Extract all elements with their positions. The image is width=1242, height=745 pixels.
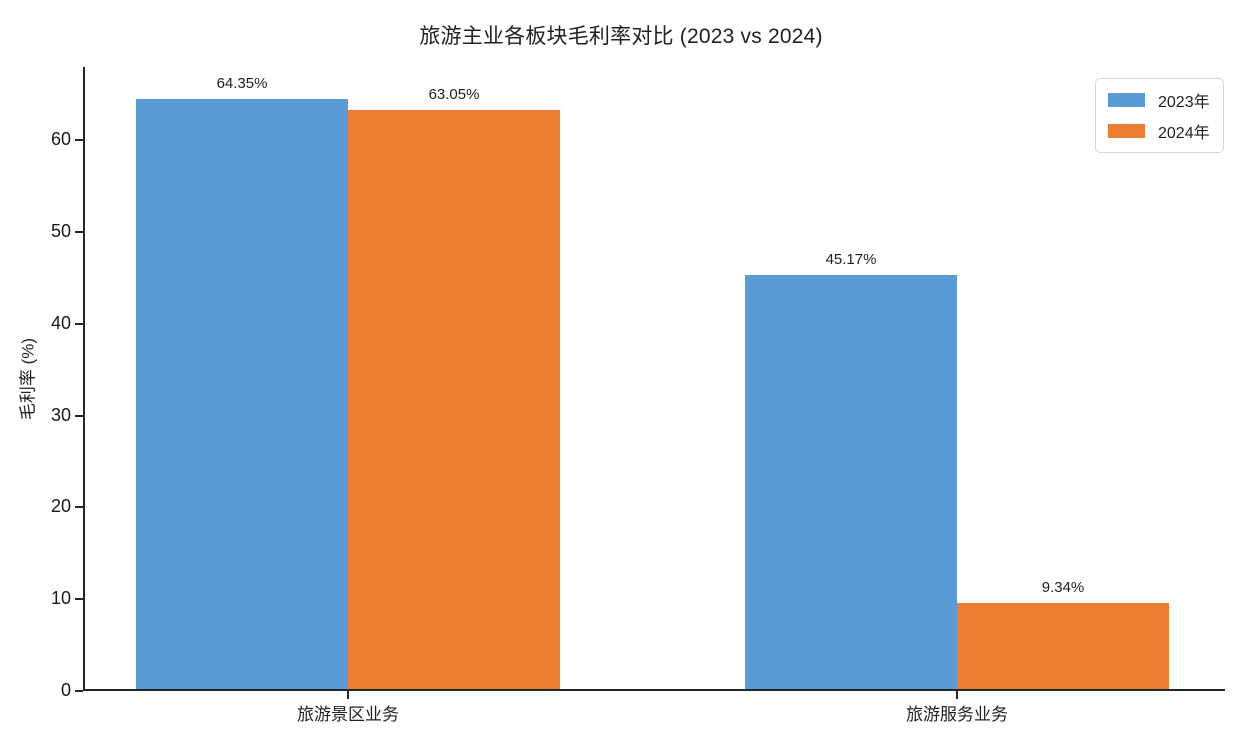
bar-value-label-2024年-旅游服务业务: 9.34% bbox=[1041, 579, 1085, 597]
bar-value-label-2023年-旅游景区业务: 64.35% bbox=[216, 74, 268, 92]
y-axis-tick-label: 40 bbox=[50, 312, 71, 333]
bar-value-label-2024年-旅游景区业务: 63.05% bbox=[428, 86, 480, 104]
bar-2023年-旅游景区业务 bbox=[136, 98, 348, 689]
chart-title: 旅游主业各板块毛利率对比 (2023 vs 2024) bbox=[419, 25, 823, 48]
y-axis-tick bbox=[75, 139, 83, 142]
x-category-label-travel-service-business: 旅游服务业务 bbox=[906, 705, 1009, 724]
bar-2024年-旅游景区业务 bbox=[348, 110, 560, 689]
bar-2023年-旅游服务业务 bbox=[745, 274, 958, 689]
y-axis-tick-label: 10 bbox=[50, 588, 71, 609]
x-axis-tick bbox=[347, 691, 349, 699]
y-axis-tick bbox=[75, 506, 83, 509]
y-axis-tick-label: 60 bbox=[50, 129, 71, 150]
x-category-label-scenic-area-business: 旅游景区业务 bbox=[297, 705, 399, 724]
legend-swatch-2023 bbox=[1108, 93, 1145, 107]
y-axis-tick-label: 30 bbox=[50, 404, 71, 425]
legend: 2023年 2024年 bbox=[1095, 78, 1224, 153]
y-axis-tick-label: 50 bbox=[50, 221, 71, 242]
y-axis-tick bbox=[75, 598, 83, 601]
legend-label-2023: 2023年 bbox=[1158, 94, 1210, 111]
legend-item-2024: 2024年 bbox=[1108, 119, 1210, 143]
bar-2024年-旅游服务业务 bbox=[957, 603, 1170, 689]
y-axis-tick-label: 20 bbox=[50, 496, 71, 517]
x-axis-tick bbox=[956, 691, 959, 699]
y-axis-tick bbox=[75, 690, 83, 692]
y-axis-tick bbox=[75, 414, 83, 417]
legend-swatch-2024 bbox=[1108, 124, 1145, 138]
legend-label-2024: 2024年 bbox=[1158, 125, 1210, 142]
y-axis-tick-label: 0 bbox=[60, 680, 71, 700]
plot-area: 旅游景区业务 旅游服务业务 0 10 20 30 40 50 60 64.35% 45.17% 6… bbox=[51, 67, 1225, 724]
legend-item-2023: 2023年 bbox=[1108, 88, 1210, 112]
y-axis-tick bbox=[75, 322, 83, 325]
y-axis-tick bbox=[75, 231, 83, 234]
bar-value-label-2023年-旅游服务业务: 45.17% bbox=[825, 250, 877, 268]
